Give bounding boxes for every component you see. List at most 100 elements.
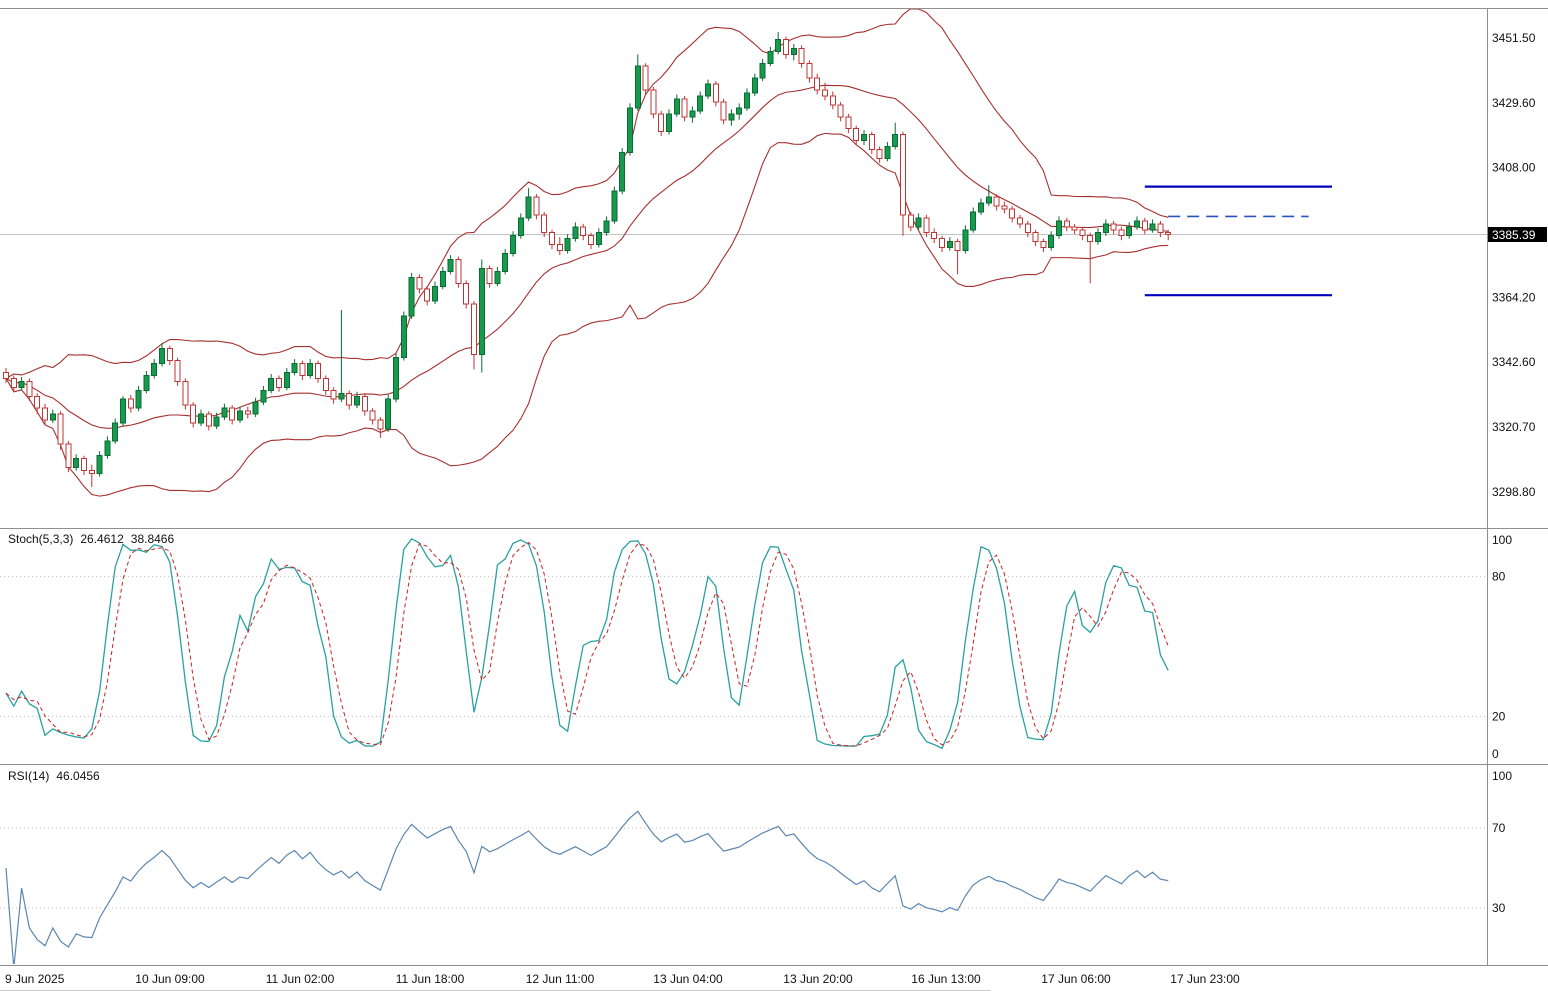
candle-body — [18, 380, 25, 388]
candle-body — [299, 363, 306, 376]
time-axis[interactable]: 9 Jun 2025 10 Jun 09:00 11 Jun 02:00 11 Jun… — [5, 972, 1240, 986]
candle-body — [338, 392, 345, 400]
stoch-d-line — [5, 541, 1169, 747]
candle-body — [494, 270, 501, 284]
candle-body — [1087, 235, 1094, 243]
candle-body — [408, 276, 415, 317]
rsi-pane[interactable] — [0, 810, 1487, 968]
time-tick-label: 13 Jun 04:00 — [653, 972, 723, 986]
candle-body — [354, 395, 360, 406]
current-price-tag-bg — [1488, 227, 1547, 242]
candle-body — [1048, 235, 1055, 249]
candle-body — [876, 148, 883, 159]
candle-body — [697, 95, 704, 112]
candle-body — [1056, 220, 1062, 237]
candle-body — [798, 47, 805, 64]
candle-body — [1110, 223, 1117, 231]
candle-body — [377, 419, 384, 430]
candle-body — [1157, 223, 1164, 234]
candle-body — [736, 107, 743, 115]
price-tick-label: 3364.20 — [1492, 291, 1536, 305]
candle-body — [884, 146, 891, 159]
candle-body — [783, 38, 789, 55]
candle-body — [307, 363, 314, 376]
candle-body — [954, 241, 961, 252]
candle-body — [276, 377, 282, 388]
candle-body — [767, 50, 774, 64]
stoch-axis-label: 100 — [1492, 533, 1512, 547]
candle-body — [985, 196, 992, 204]
candle-body — [57, 413, 64, 445]
candle-body — [775, 38, 782, 52]
candle-body — [533, 196, 540, 216]
candle-body — [229, 407, 236, 421]
candle-body — [400, 315, 407, 359]
price-tick-label: 3451.50 — [1492, 31, 1536, 45]
candle-body — [970, 211, 977, 231]
candle-body — [619, 151, 626, 192]
time-tick-label: 16 Jun 13:00 — [911, 972, 981, 986]
current-price-value: 3385.39 — [1492, 228, 1536, 242]
candle-body — [1095, 232, 1101, 243]
stochastic-pane[interactable] — [0, 538, 1487, 750]
bollinger-upper-band — [5, 9, 1169, 379]
candle-body — [510, 235, 516, 255]
time-tick-label: 10 Jun 09:00 — [135, 972, 205, 986]
candle-body — [1024, 223, 1031, 234]
candle-body — [837, 104, 844, 118]
candle-body — [1118, 229, 1125, 237]
candle-body — [237, 410, 243, 421]
candle-body — [73, 458, 80, 469]
candle-body — [627, 107, 633, 153]
time-tick-label: 9 Jun 2025 — [5, 972, 65, 986]
candle-body — [541, 214, 548, 234]
candle-body — [49, 413, 56, 421]
price-tick-label: 3320.70 — [1492, 420, 1536, 434]
stoch-axis-label: 0 — [1492, 747, 1499, 761]
candle-body — [112, 422, 119, 442]
bollinger-lower-band — [5, 132, 1169, 497]
rsi-axis-label: 30 — [1492, 901, 1506, 915]
rsi-line — [5, 810, 1169, 964]
candle-body — [525, 196, 532, 219]
candle-body — [572, 226, 579, 240]
candle-body — [221, 407, 228, 418]
candle-body — [291, 363, 298, 373]
candle-body — [439, 270, 446, 287]
candle-body — [1141, 220, 1148, 231]
candle-body — [1126, 226, 1133, 237]
candle-body — [143, 374, 150, 391]
candle-body — [385, 398, 392, 430]
candle-body — [1165, 232, 1172, 236]
stoch-axis-label: 20 — [1492, 709, 1506, 723]
candle-body — [393, 357, 399, 400]
candle-body — [463, 282, 470, 305]
candle-body — [814, 77, 821, 91]
candle-body — [432, 285, 438, 302]
candle-body — [166, 348, 173, 362]
candle-body — [595, 232, 602, 246]
candle-body — [1134, 220, 1140, 228]
candle-body — [517, 217, 524, 237]
candle-body — [65, 443, 72, 469]
stoch-axis[interactable]: 100 80 20 0 — [1492, 533, 1512, 761]
candle-body — [580, 226, 587, 237]
candle-body — [361, 395, 368, 412]
candle-body — [790, 47, 797, 55]
price-axis[interactable]: 3451.50 3429.60 3408.00 3364.20 3342.60 3320.… — [1492, 31, 1536, 499]
candle-body — [416, 276, 423, 290]
candle-body — [588, 235, 594, 246]
candle-body — [127, 398, 134, 409]
candle-body — [1102, 223, 1109, 234]
candle-body — [611, 190, 618, 222]
rsi-axis[interactable]: 100 70 30 — [1492, 769, 1512, 915]
candle-body — [34, 395, 41, 409]
main-chart-pane[interactable] — [0, 8, 1487, 497]
candle-body — [892, 134, 899, 148]
candle-body — [962, 229, 969, 252]
candle-body — [861, 134, 867, 142]
candle-body — [283, 371, 290, 388]
candle-body — [1040, 241, 1047, 249]
